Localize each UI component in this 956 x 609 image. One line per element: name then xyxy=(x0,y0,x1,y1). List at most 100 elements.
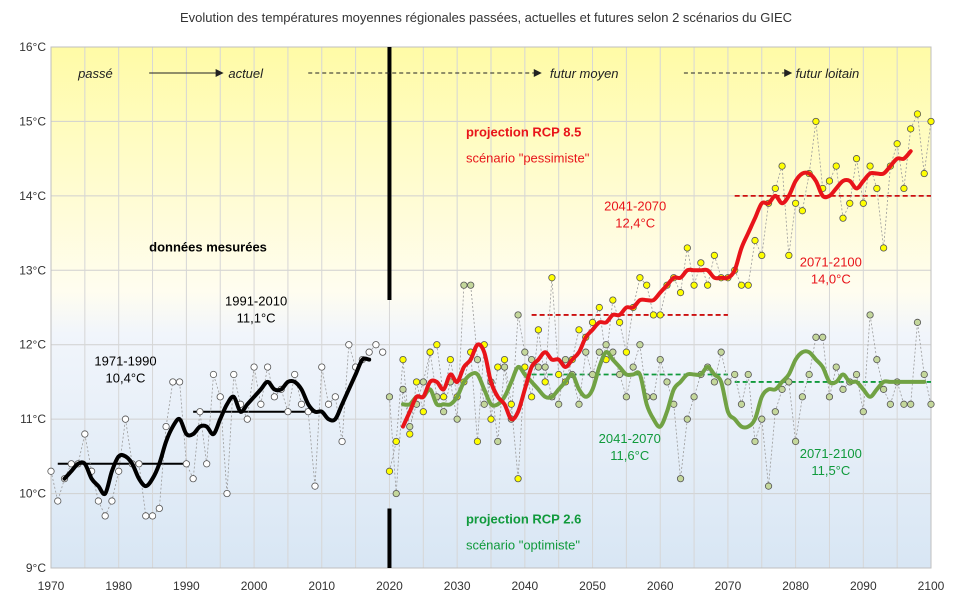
observed-point xyxy=(304,408,312,416)
y-tick-label: 16°C xyxy=(19,40,46,54)
observed-point xyxy=(338,437,346,446)
observed-point xyxy=(284,408,292,416)
rcp26-point xyxy=(792,437,800,446)
observed-point xyxy=(54,497,62,505)
rcp26-point xyxy=(744,370,752,379)
rcp85-point xyxy=(399,355,407,364)
rcp26-point xyxy=(399,385,407,393)
rcp85-point xyxy=(839,214,847,222)
plot-frame xyxy=(50,46,932,569)
rcp26-point xyxy=(805,370,813,379)
rcp85-point xyxy=(419,408,427,416)
y-tick-label: 11°C xyxy=(20,412,46,426)
rcp26-point xyxy=(636,341,644,349)
rcp85-point xyxy=(744,281,752,289)
rcp26-point xyxy=(440,408,448,416)
rcp26-point xyxy=(764,482,773,490)
rcp26-point xyxy=(616,370,624,379)
rcp85-point xyxy=(825,177,834,185)
rcp85-point xyxy=(846,199,854,207)
y-tick-label: 15°C xyxy=(19,114,46,128)
rcp85-point xyxy=(676,289,685,297)
rcp85-point xyxy=(907,125,915,133)
rcp85-point xyxy=(656,311,664,319)
rcp26-point xyxy=(825,393,834,401)
period-label: 2071-2100 xyxy=(800,255,862,270)
rcp85-point xyxy=(710,251,718,259)
rcp26-point xyxy=(473,355,482,364)
period-value-label: 11,6°C xyxy=(610,448,649,463)
observed-point xyxy=(216,393,224,401)
rcp85-point xyxy=(588,318,597,326)
x-tick-label: 2090 xyxy=(850,579,877,593)
rcp26-point xyxy=(751,437,759,446)
rcp26-subtitle: scénario "optimiste" xyxy=(466,537,580,552)
rcp26-point xyxy=(690,393,698,401)
observed-label: données mesurées xyxy=(149,240,267,255)
x-tick-label: 2060 xyxy=(647,579,674,593)
rcp26-point xyxy=(575,400,583,408)
rcp26-point xyxy=(467,281,475,289)
rcp26-point xyxy=(724,378,732,386)
observed-point xyxy=(297,400,306,408)
rcp26-point xyxy=(676,475,685,483)
x-tick-label: 2070 xyxy=(715,579,742,593)
rcp85-point xyxy=(758,251,766,259)
period-label: 1971-1990 xyxy=(94,354,156,369)
chart-title: Evolution des températures moyennes régi… xyxy=(180,10,792,25)
rcp26-point xyxy=(880,385,888,393)
observed-point xyxy=(318,363,326,371)
period-value-label: 11,5°C xyxy=(811,463,850,478)
observed-point xyxy=(189,475,197,483)
observed-point xyxy=(121,415,130,423)
rcp85-point xyxy=(507,400,515,408)
rcp26-point xyxy=(622,393,630,401)
rcp85-title: projection RCP 8.5 xyxy=(466,124,581,139)
y-tick-label: 12°C xyxy=(19,338,46,352)
era-arrow-2-head xyxy=(533,69,542,77)
period-label: 1991-2010 xyxy=(225,293,287,308)
rcp85-point xyxy=(446,355,454,364)
rcp26-point xyxy=(528,355,536,364)
observed-point xyxy=(257,400,265,408)
rcp26-point xyxy=(839,385,847,393)
rcp85-point xyxy=(541,378,549,386)
rcp26-point xyxy=(385,393,394,401)
x-tick-label: 2050 xyxy=(579,579,606,593)
observed-point xyxy=(345,341,353,349)
x-tick-label: 2000 xyxy=(241,579,268,593)
rcp26-point xyxy=(629,363,637,371)
x-tick-label: 1970 xyxy=(38,579,65,593)
rcp85-point xyxy=(534,326,542,334)
x-tick-label: 2100 xyxy=(918,579,945,593)
rcp85-point xyxy=(852,155,861,163)
rcp85-point xyxy=(785,251,793,259)
rcp26-point xyxy=(521,348,529,356)
rcp26-point xyxy=(798,393,806,401)
observed-point xyxy=(108,497,116,505)
rcp85-point xyxy=(771,184,779,193)
rcp26-point xyxy=(541,363,549,371)
observed-point xyxy=(142,512,150,520)
observed-point xyxy=(250,363,258,371)
rcp26-point xyxy=(927,400,935,408)
y-tick-label: 13°C xyxy=(19,263,46,277)
rcp85-point xyxy=(609,296,617,304)
rcp26-smoothed-line xyxy=(401,349,927,430)
rcp26-title: projection RCP 2.6 xyxy=(466,511,581,526)
observed-point xyxy=(331,393,339,401)
rcp85-point xyxy=(900,184,908,193)
rcp26-point xyxy=(900,400,908,408)
rcp26-point xyxy=(785,378,793,386)
data-series xyxy=(47,110,935,520)
rcp26-point xyxy=(913,318,922,326)
period-value-label: 11,1°C xyxy=(237,310,276,325)
observed-point xyxy=(176,378,184,386)
rcp85-point xyxy=(927,117,935,126)
rcp26-point xyxy=(602,341,610,349)
observed-point xyxy=(182,460,190,468)
rcp85-point xyxy=(494,363,502,371)
observed-point xyxy=(379,348,387,356)
rcp85-subtitle: scénario "pessimiste" xyxy=(466,150,590,165)
rcp85-point xyxy=(913,110,922,118)
